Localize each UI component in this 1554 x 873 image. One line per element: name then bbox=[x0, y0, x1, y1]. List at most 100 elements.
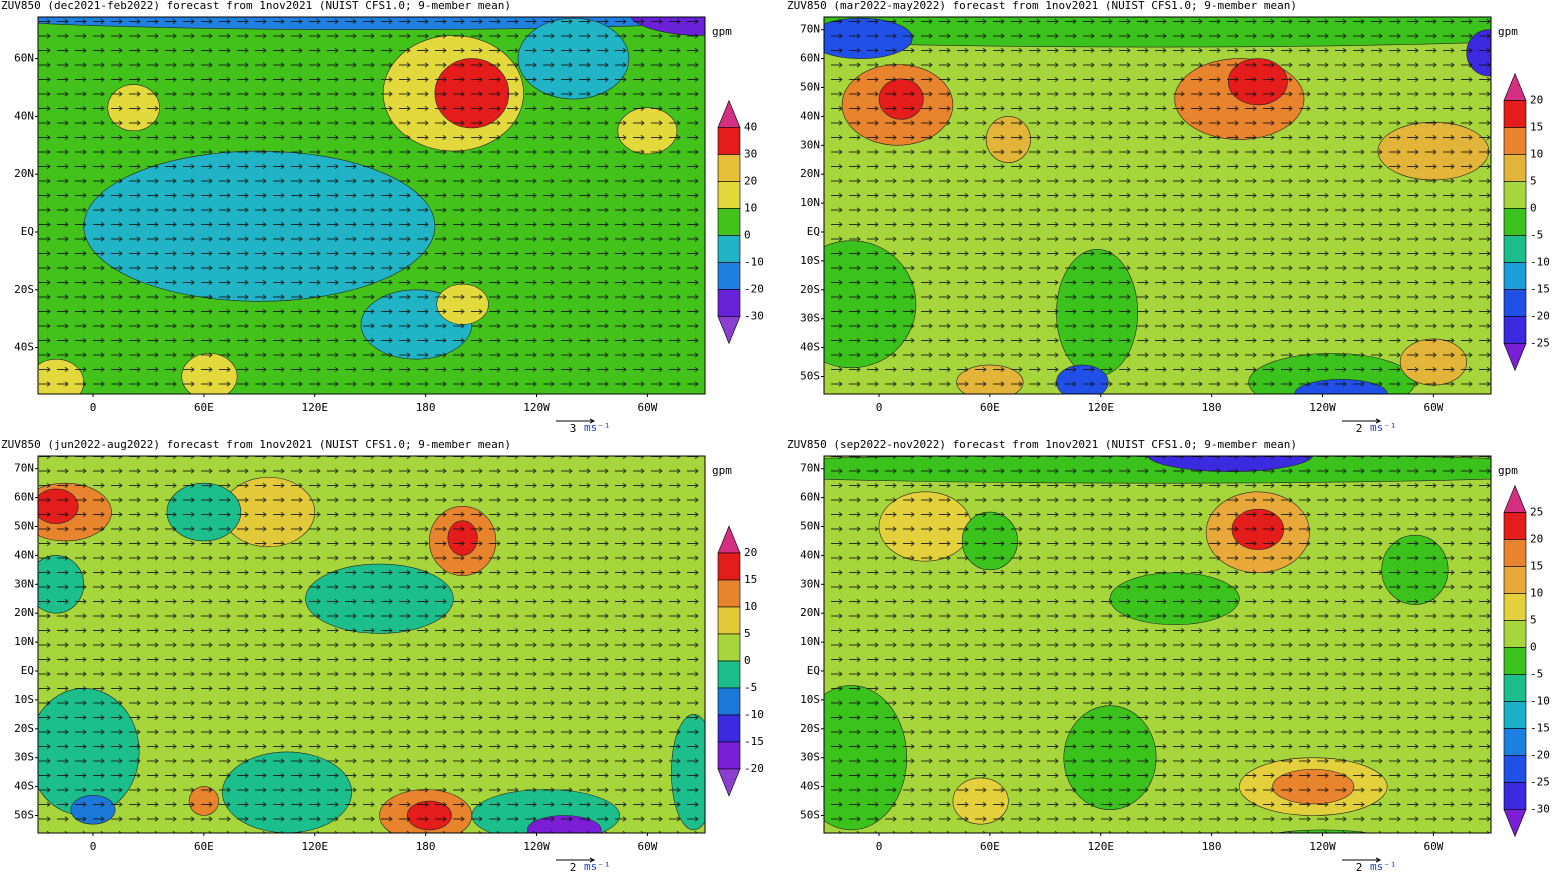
colorbar-segment bbox=[717, 289, 741, 317]
lat-label: 20S bbox=[800, 283, 820, 296]
colorbar-label: 40 bbox=[744, 121, 757, 134]
colorbar-extend-bottom bbox=[717, 316, 741, 345]
lat-label: 70N bbox=[800, 23, 820, 36]
colorbar-extend-bottom bbox=[1503, 809, 1527, 838]
colorbar-label: -15 bbox=[1530, 722, 1550, 735]
panel-title: ZUV850 (mar2022-may2022) forecast from 1… bbox=[787, 0, 1297, 12]
lat-label: 30N bbox=[800, 577, 820, 590]
lon-label: 0 bbox=[876, 401, 883, 414]
vector-ref-head bbox=[1375, 857, 1382, 863]
lon-label: 120E bbox=[302, 840, 329, 853]
colorbar-label: -20 bbox=[1530, 749, 1550, 762]
map bbox=[38, 456, 705, 833]
lat-label: 10N bbox=[800, 196, 820, 209]
colorbar-label: -5 bbox=[1530, 229, 1543, 242]
lat-label: 30S bbox=[14, 751, 34, 764]
colorbar-label: -20 bbox=[1530, 310, 1550, 323]
colorbar-segment bbox=[1503, 539, 1527, 567]
colorbar-segment bbox=[1503, 728, 1527, 756]
lon-label: 120E bbox=[1088, 401, 1115, 414]
colorbar-segment bbox=[1503, 620, 1527, 648]
lat-label: 70N bbox=[14, 462, 34, 475]
vector-ref-unit: ms⁻¹ bbox=[584, 860, 611, 873]
colorbar-segment bbox=[717, 127, 741, 155]
wind-vectors bbox=[824, 456, 1491, 833]
lat-label: 20S bbox=[14, 722, 34, 735]
panel-title: ZUV850 (jun2022-aug2022) forecast from 1… bbox=[1, 438, 511, 451]
panel-title: ZUV850 (dec2021-feb2022) forecast from 1… bbox=[1, 0, 511, 12]
colorbar-label: 20 bbox=[744, 546, 757, 559]
lat-label: 10N bbox=[800, 635, 820, 648]
colorbar-segment bbox=[1503, 674, 1527, 702]
colorbar-label: -10 bbox=[744, 708, 764, 721]
colorbar-segment bbox=[717, 633, 741, 662]
lat-label: 10S bbox=[800, 254, 820, 267]
vector-ref-value: 2 bbox=[1356, 861, 1363, 873]
map-frame bbox=[823, 455, 1492, 834]
colorbar-extend-top bbox=[717, 99, 741, 128]
colorbar-segment bbox=[717, 741, 741, 770]
colorbar-label: 0 bbox=[744, 654, 751, 667]
lat-label: 20N bbox=[14, 606, 34, 619]
colorbar-segment bbox=[1503, 127, 1527, 155]
vector-ref-value: 2 bbox=[570, 861, 577, 873]
lon-label: 180 bbox=[1202, 401, 1222, 414]
lon-label: 120W bbox=[1309, 401, 1336, 414]
lat-label: 70N bbox=[800, 462, 820, 475]
colorbar-label: 5 bbox=[744, 627, 751, 640]
lon-label: 60E bbox=[980, 840, 1000, 853]
colorbar-segment bbox=[1503, 593, 1527, 621]
lon-label: 120W bbox=[523, 840, 550, 853]
colorbar-label: 30 bbox=[744, 148, 757, 161]
lat-label: 10N bbox=[14, 635, 34, 648]
colorbar-segment bbox=[717, 154, 741, 182]
lat-label: 20S bbox=[800, 722, 820, 735]
colorbar-segment bbox=[717, 181, 741, 209]
colorbar-label: -30 bbox=[1530, 803, 1550, 816]
vector-ref-value: 3 bbox=[570, 422, 577, 435]
lat-label: 40S bbox=[800, 780, 820, 793]
lat-label: 10S bbox=[800, 693, 820, 706]
lat-label: EQ bbox=[807, 664, 820, 677]
colorbar-segment bbox=[1503, 782, 1527, 810]
lon-label: 60W bbox=[1423, 840, 1443, 853]
lat-label: 60N bbox=[800, 491, 820, 504]
colorbar-extend-top bbox=[717, 525, 741, 554]
unit-label: gpm bbox=[712, 464, 732, 477]
lat-label: 20N bbox=[14, 167, 34, 180]
colorbar-segment bbox=[1503, 181, 1527, 209]
lon-label: 0 bbox=[90, 840, 97, 853]
colorbar-segment bbox=[717, 579, 741, 608]
colorbar-label: -10 bbox=[744, 256, 764, 269]
lon-label: 120W bbox=[523, 401, 550, 414]
vector-ref-head bbox=[589, 418, 596, 424]
lon-label: 180 bbox=[416, 840, 436, 853]
colorbar-segment bbox=[1503, 316, 1527, 344]
unit-label: gpm bbox=[1498, 464, 1518, 477]
lon-label: 180 bbox=[416, 401, 436, 414]
map-frame bbox=[823, 16, 1492, 395]
colorbar-label: 25 bbox=[1530, 506, 1543, 519]
lon-label: 60W bbox=[637, 401, 657, 414]
colorbar-label: 10 bbox=[1530, 148, 1543, 161]
lat-label: 20S bbox=[14, 283, 34, 296]
colorbar-label: -5 bbox=[1530, 668, 1543, 681]
vector-ref-unit: ms⁻¹ bbox=[1370, 860, 1397, 873]
colorbar-label: -10 bbox=[1530, 256, 1550, 269]
colorbar-label: -30 bbox=[744, 310, 764, 323]
wind-vectors bbox=[38, 456, 705, 833]
colorbar-segment bbox=[1503, 647, 1527, 675]
colorbar-label: 15 bbox=[744, 573, 757, 586]
unit-label: gpm bbox=[1498, 25, 1518, 38]
vector-ref-head bbox=[589, 857, 596, 863]
colorbar-segment bbox=[1503, 154, 1527, 182]
lon-label: 180 bbox=[1202, 840, 1222, 853]
colorbar-label: -5 bbox=[744, 681, 757, 694]
lon-label: 60W bbox=[637, 840, 657, 853]
colorbar-segment bbox=[1503, 755, 1527, 783]
lat-label: 50N bbox=[14, 520, 34, 533]
lat-label: 60N bbox=[14, 52, 34, 65]
colorbar-extend-bottom bbox=[717, 768, 741, 797]
vector-ref-head bbox=[1375, 418, 1382, 424]
